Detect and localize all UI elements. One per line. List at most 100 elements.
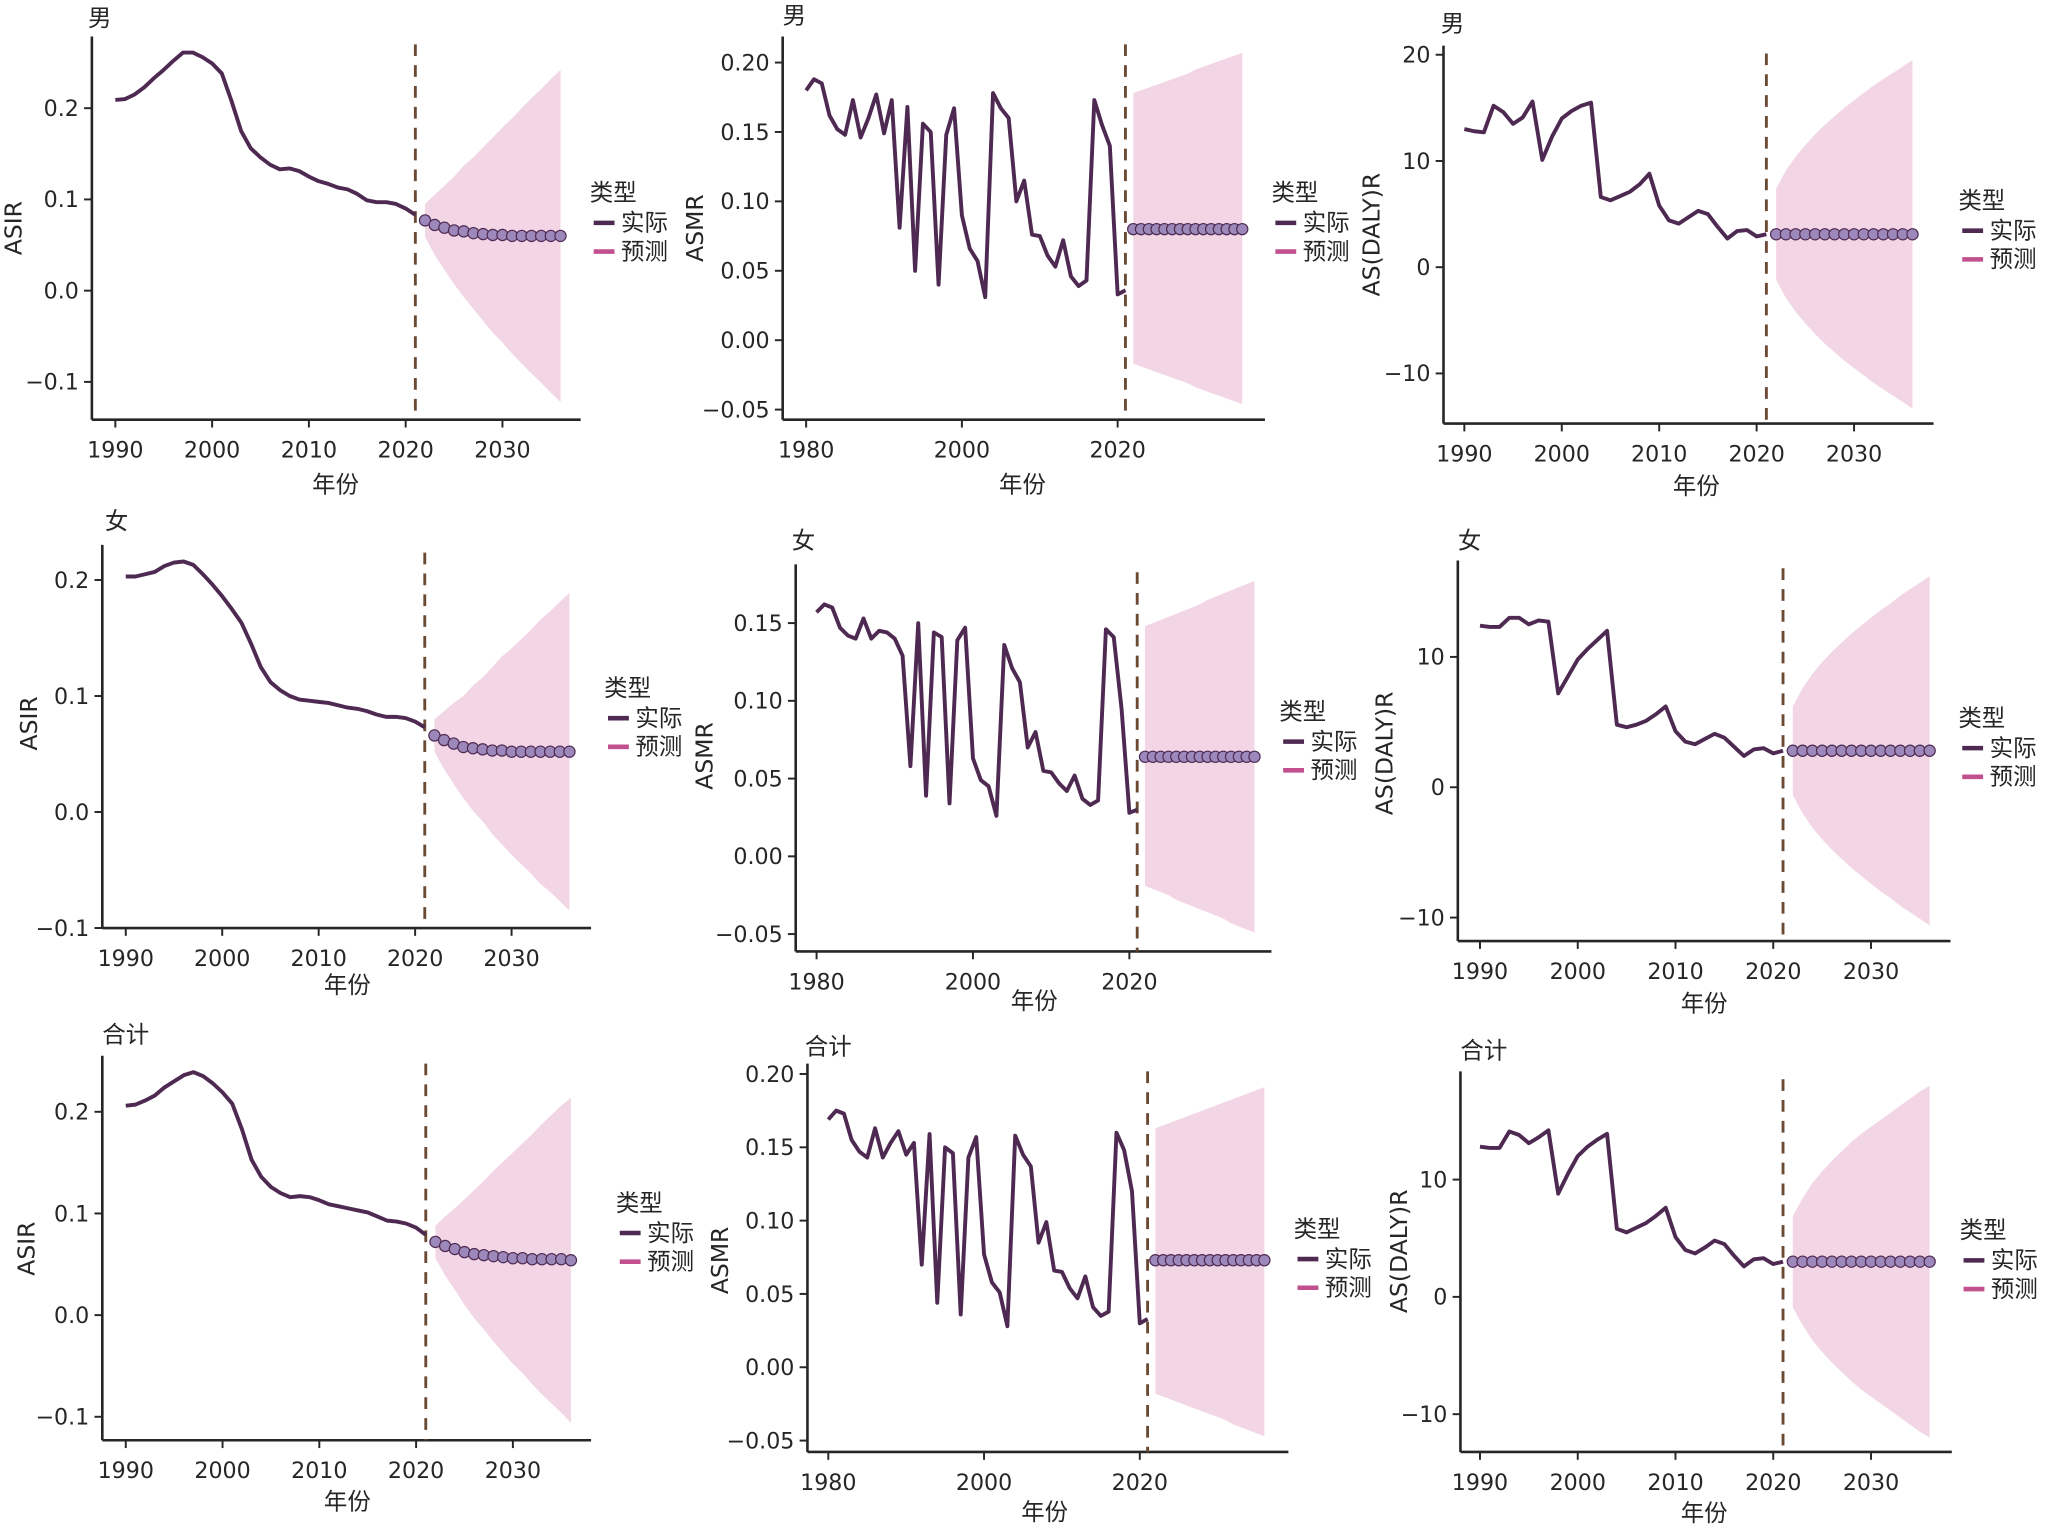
y-tick-label: 0.0	[54, 800, 89, 826]
y-tick-label: 0.15	[720, 120, 769, 146]
panel-title: 合计	[805, 1032, 852, 1060]
y-tick-label: 0.00	[733, 844, 782, 870]
x-tick-label: 1980	[800, 1470, 856, 1496]
forecast-point	[564, 1254, 578, 1267]
chart-panel: 1980 2000 2020 −0.05 0.00 0.05 0.10 0.15 0.20 合计年…	[706, 1032, 1372, 1525]
y-tick-label: −0.1	[25, 370, 79, 396]
x-axis-label: 年份	[1021, 1498, 1068, 1526]
legend-title: 类型	[604, 674, 651, 702]
legend-actual-label: 实际	[1990, 217, 2037, 245]
legend-title: 类型	[590, 179, 637, 207]
y-tick-label: 0.20	[720, 50, 769, 76]
legend-forecast-label: 预测	[1311, 756, 1358, 784]
y-tick-label: 0.0	[54, 1303, 89, 1329]
actual-series-line	[804, 77, 1127, 300]
y-tick-label: 0.1	[54, 684, 89, 710]
y-tick-label: 20	[1402, 43, 1430, 69]
chart-panel: 1990 2000 2010 2020 2030 −10 0 10 女年份 AS(DALY)R 类型…	[1371, 527, 2037, 1018]
x-tick-label: 2020	[377, 437, 433, 463]
x-axis-label: 年份	[1681, 1499, 1728, 1527]
chart-panel: 1980 2000 2020 −0.05 0.00 0.05 0.10 0.15 0.20 男年份…	[681, 1, 1349, 498]
y-tick-label: 0.05	[745, 1282, 794, 1308]
y-tick-label: −10	[1398, 905, 1445, 931]
x-axis-label: 年份	[1681, 989, 1728, 1017]
panel-title: 男	[783, 1, 806, 29]
legend-actual-label: 实际	[621, 209, 668, 237]
chart-panel: 1980 2000 2020 −0.05 0.00 0.05 0.10 0.15 女年份 ASMR…	[690, 527, 1357, 1015]
y-tick-label: 0.15	[745, 1135, 794, 1161]
x-axis-label: 年份	[312, 471, 359, 499]
x-tick-label: 1980	[778, 437, 834, 463]
x-tick-label: 2030	[1826, 441, 1882, 467]
x-axis-label: 年份	[324, 971, 371, 999]
y-tick-label: 0.00	[745, 1355, 794, 1381]
x-tick-label: 2000	[934, 437, 990, 463]
panel-title: 女	[792, 527, 815, 555]
y-axis-label: ASIR	[0, 201, 27, 255]
y-tick-label: 0.2	[44, 96, 79, 122]
y-tick-label: 0.10	[720, 189, 769, 215]
y-tick-label: 0.05	[733, 766, 782, 792]
forecast-point	[1923, 744, 1936, 757]
x-tick-label: 2000	[184, 437, 240, 463]
x-tick-label: 2000	[194, 1458, 250, 1484]
y-tick-label: 10	[1402, 149, 1430, 175]
legend-forecast-label: 预测	[1990, 245, 2037, 273]
y-tick-label: −0.1	[36, 916, 90, 942]
x-tick-label: 2010	[281, 437, 337, 463]
legend-actual-label: 实际	[1325, 1245, 1372, 1273]
legend-forecast-label: 预测	[635, 733, 682, 761]
x-tick-label: 2020	[387, 946, 443, 972]
forecast-point	[1258, 1254, 1271, 1267]
y-tick-label: −10	[1384, 361, 1431, 387]
panel-title: 合计	[1460, 1036, 1507, 1064]
legend-forecast-label: 预测	[1325, 1274, 1372, 1302]
panel-title: 合计	[102, 1021, 149, 1049]
x-tick-label: 2020	[388, 1458, 444, 1484]
y-axis-label: ASIR	[13, 1222, 41, 1276]
y-tick-label: −0.05	[715, 922, 783, 948]
y-tick-label: −0.05	[727, 1428, 795, 1454]
y-tick-label: 0.10	[745, 1208, 794, 1234]
x-tick-label: 2030	[1843, 1470, 1899, 1496]
x-tick-label: 2020	[1745, 1470, 1801, 1496]
y-tick-label: −0.05	[702, 397, 770, 423]
x-axis-label: 年份	[1011, 987, 1058, 1015]
forecast-point	[1248, 750, 1261, 764]
chart-panel: 1990 2000 2010 2020 2030 −0.1 0.0 0.1 0.2 女年份 ASIR…	[15, 507, 682, 999]
panel-title: 男	[1441, 9, 1464, 37]
x-tick-label: 2000	[1534, 441, 1590, 467]
y-axis-label: ASMR	[690, 722, 718, 789]
x-tick-label: 2010	[1631, 441, 1687, 467]
y-tick-label: 0	[1431, 775, 1445, 801]
y-tick-label: −0.1	[36, 1405, 90, 1431]
x-tick-label: 2030	[474, 437, 530, 463]
legend-forecast-label: 预测	[1991, 1275, 2038, 1303]
y-axis-label: ASMR	[706, 1227, 734, 1294]
legend-forecast-label: 预测	[621, 237, 668, 265]
panel-title: 女	[1458, 527, 1481, 555]
y-tick-label: 0	[1416, 255, 1430, 281]
y-tick-label: 0.1	[54, 1201, 89, 1227]
forecast-point	[1236, 222, 1249, 236]
x-axis-label: 年份	[1673, 472, 1720, 500]
x-tick-label: 2020	[1728, 441, 1784, 467]
x-tick-label: 2010	[290, 946, 346, 972]
x-tick-label: 2000	[956, 1470, 1012, 1496]
y-tick-label: 0.2	[54, 1100, 89, 1126]
panel-title: 女	[105, 507, 128, 535]
y-axis-label: AS(DALY)R	[1371, 692, 1399, 816]
forecast-point	[1906, 228, 1919, 241]
y-axis-label: ASMR	[681, 194, 709, 261]
legend-actual-label: 实际	[1991, 1246, 2038, 1274]
x-tick-label: 2010	[1647, 1470, 1703, 1496]
chart-panel: 1990 2000 2010 2020 2030 −10 0 10 20 男年份 AS(DALY)R…	[1358, 9, 2037, 500]
actual-series-line	[125, 559, 426, 729]
y-tick-label: 0.05	[720, 259, 769, 285]
